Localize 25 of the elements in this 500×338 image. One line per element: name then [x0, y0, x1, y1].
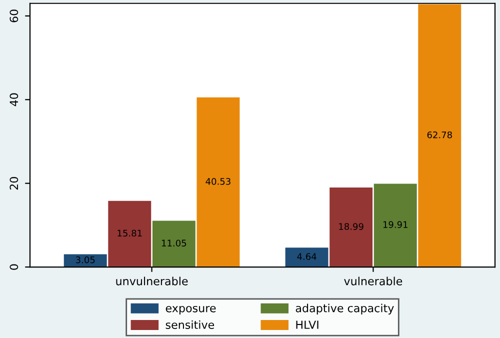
data-label: 18.99 — [339, 223, 364, 230]
data-label: 15.81 — [118, 230, 142, 237]
bar — [108, 200, 152, 268]
y-tick-label: 40 — [10, 93, 18, 106]
bar — [374, 184, 417, 268]
y-tick-label: 60 — [10, 10, 18, 22]
x-tick-label: vulnerable — [344, 276, 402, 286]
y-tick-label: 20 — [10, 176, 18, 190]
legend-label: exposure — [166, 306, 216, 314]
legend-label: sensitive — [166, 320, 214, 329]
data-label: 62.78 — [427, 131, 452, 138]
bar — [196, 97, 240, 268]
data-label: 4.64 — [297, 253, 316, 260]
x-tick-label: unvulnerable — [116, 276, 188, 286]
y-tick-label: 0 — [10, 264, 18, 270]
bar — [285, 248, 328, 268]
bar — [330, 188, 373, 268]
bar — [152, 220, 196, 268]
data-label: 3.05 — [76, 256, 95, 264]
data-label: 40.53 — [206, 178, 230, 185]
bar — [418, 4, 462, 268]
data-label: 19.91 — [383, 221, 408, 228]
data-label: 11.05 — [162, 240, 186, 247]
legend-label: adaptive capacity — [296, 304, 394, 314]
legend-label: HLVI — [296, 320, 318, 329]
